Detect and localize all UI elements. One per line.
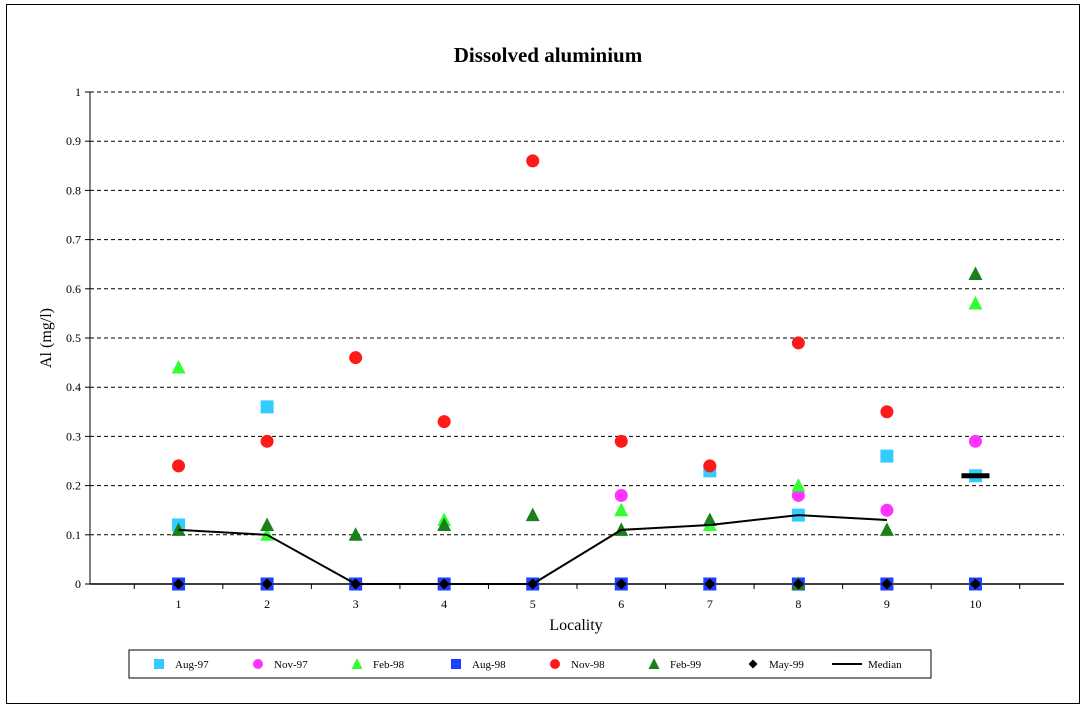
data-point	[525, 507, 540, 522]
x-tick-label: 10	[969, 597, 981, 611]
data-point	[969, 578, 981, 590]
legend-label: Aug-98	[472, 659, 506, 671]
x-tick-label: 5	[530, 597, 536, 611]
legend-label: Nov-98	[571, 659, 605, 671]
y-tick-label: 0.5	[66, 331, 81, 345]
x-tick-label: 7	[707, 597, 713, 611]
data-point	[261, 578, 273, 590]
data-point	[880, 503, 894, 517]
legend-swatch	[748, 659, 758, 669]
x-tick-label: 9	[884, 597, 890, 611]
data-point	[792, 578, 804, 590]
data-point	[791, 488, 805, 502]
data-point	[171, 522, 186, 536]
series-aug-97	[172, 400, 982, 532]
legend-swatch	[253, 659, 263, 669]
legend-box	[128, 649, 932, 679]
x-tick-label: 4	[441, 597, 447, 611]
data-point	[703, 459, 717, 473]
legend-swatch	[550, 659, 560, 669]
series-feb-98	[171, 296, 983, 541]
legend-label: Aug-97	[175, 659, 209, 671]
x-tick-label: 6	[618, 597, 624, 611]
series-nov-97	[614, 434, 982, 517]
data-point	[614, 502, 629, 517]
data-point	[349, 351, 363, 365]
x-tick-label: 8	[795, 597, 801, 611]
x-axis-label: Locality	[549, 617, 602, 634]
data-point	[172, 459, 186, 473]
data-point	[704, 578, 716, 590]
legend-label: Feb-99	[670, 659, 702, 671]
y-tick-label: 0.7	[66, 233, 81, 247]
y-tick-label: 0.1	[66, 528, 81, 542]
legend-label: Feb-98	[373, 659, 405, 671]
series-median	[178, 473, 990, 585]
data-point	[614, 488, 628, 502]
legend-swatch	[648, 658, 660, 669]
data-point	[615, 578, 627, 590]
y-tick-label: 0.4	[66, 380, 81, 394]
y-tick-label: 0.3	[66, 429, 81, 443]
data-point	[348, 527, 363, 541]
data-point	[968, 266, 983, 281]
data-point	[791, 478, 806, 492]
x-tick-label: 2	[264, 597, 270, 611]
chart-title: Dissolved aluminium	[454, 43, 643, 67]
axes-layer: 0 0.1 0.2 0.3 0.4 0.5 0.6 0.7 0.8 0.9 1 1 2 3 4 5 6 7 8 9 10	[66, 85, 1064, 611]
legend-swatch	[154, 659, 164, 669]
data-point	[437, 517, 452, 531]
median-mark	[961, 473, 990, 479]
data-point	[614, 434, 628, 448]
median-line	[178, 514, 887, 585]
y-tick-label: 0	[75, 577, 81, 591]
data-point	[968, 434, 982, 448]
legend-label: Nov-97	[274, 659, 308, 671]
data-point	[879, 522, 894, 536]
chart-canvas: Dissolved aluminium Locality Al (mg/l) 0…	[38, 43, 1064, 679]
data-point	[880, 405, 894, 419]
y-tick-label: 0.6	[66, 282, 81, 296]
series-feb-99	[171, 266, 983, 590]
data-point	[526, 154, 540, 168]
data-point	[880, 449, 894, 463]
data-point	[171, 360, 186, 374]
legend: Aug-97 Nov-97 Feb-98 Aug-98 Nov-98 Feb-99 May-…	[128, 649, 932, 679]
data-point	[437, 415, 451, 429]
legend-swatch	[351, 658, 363, 669]
grid-layer	[90, 91, 1064, 536]
x-tick-label: 1	[176, 597, 182, 611]
data-point	[702, 512, 717, 527]
data-point	[968, 296, 983, 310]
data-point	[260, 517, 275, 531]
legend-swatch	[451, 659, 461, 669]
x-tick-label: 3	[353, 597, 359, 611]
legend-label: May-99	[769, 659, 804, 671]
data-point	[173, 578, 185, 590]
marks-layer	[171, 154, 990, 591]
data-point	[260, 434, 274, 448]
y-tick-label: 0.8	[66, 183, 81, 197]
series-nov-98	[172, 154, 894, 473]
y-tick-label: 0.9	[66, 134, 81, 148]
y-tick-label: 0.2	[66, 479, 81, 493]
y-axis-label: Al (mg/l)	[38, 308, 55, 368]
data-point	[260, 400, 274, 414]
data-point	[881, 578, 893, 590]
legend-label: Median	[868, 659, 902, 671]
y-tick-label: 1	[75, 85, 81, 99]
data-point	[791, 336, 805, 350]
